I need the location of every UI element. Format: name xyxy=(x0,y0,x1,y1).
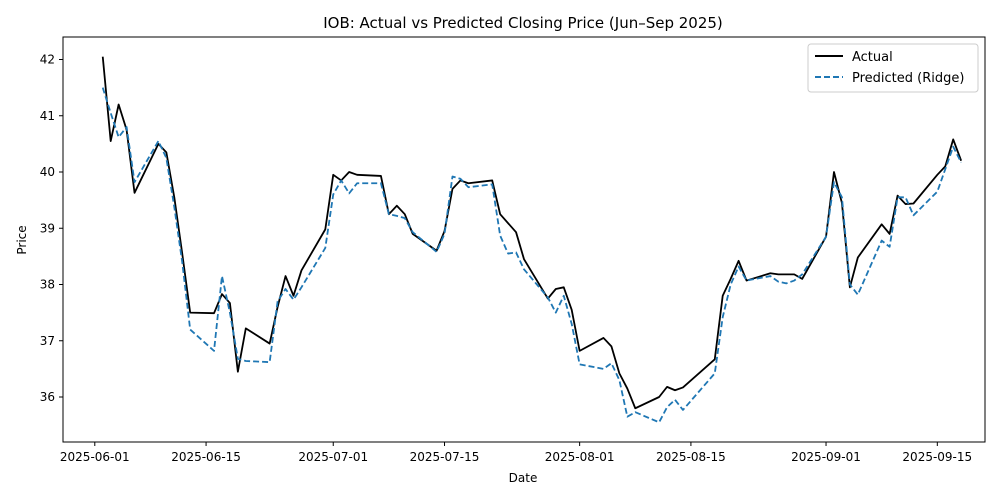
y-tick-label: 41 xyxy=(40,109,55,123)
x-axis-label: Date xyxy=(509,471,538,485)
y-axis-ticks: 36 37 38 39 40 41 42 xyxy=(40,53,63,404)
legend: Actual Predicted (Ridge) xyxy=(807,43,979,93)
legend-box xyxy=(807,43,979,93)
x-tick-label: 2025-07-01 xyxy=(298,450,368,464)
y-tick-label: 38 xyxy=(40,278,55,292)
x-tick-label: 2025-06-01 xyxy=(60,450,130,464)
x-axis-ticks: 2025-06-01 2025-06-15 2025-07-01 2025-07-15… xyxy=(60,442,972,464)
plot-lines xyxy=(101,56,963,424)
y-axis-label: Price xyxy=(15,225,29,254)
x-tick-label: 2025-07-15 xyxy=(410,450,480,464)
y-tick-label: 40 xyxy=(40,165,55,179)
x-tick-label: 2025-08-15 xyxy=(656,450,726,464)
y-tick-label: 42 xyxy=(40,53,55,67)
x-tick-label: 2025-06-15 xyxy=(171,450,241,464)
y-tick-label: 36 xyxy=(40,390,55,404)
series-line-1 xyxy=(101,87,962,424)
chart-title: IOB: Actual vs Predicted Closing Price (… xyxy=(323,14,723,32)
legend-label-actual: Actual xyxy=(852,50,893,65)
x-tick-label: 2025-09-01 xyxy=(791,450,861,464)
y-tick-label: 39 xyxy=(40,221,55,235)
x-tick-label: 2025-08-01 xyxy=(545,450,615,464)
legend-label-predicted: Predicted (Ridge) xyxy=(852,71,964,86)
plot-frame xyxy=(62,36,986,443)
x-tick-label: 2025-09-15 xyxy=(902,450,972,464)
y-tick-label: 37 xyxy=(40,334,55,348)
series-line-0 xyxy=(101,56,963,410)
